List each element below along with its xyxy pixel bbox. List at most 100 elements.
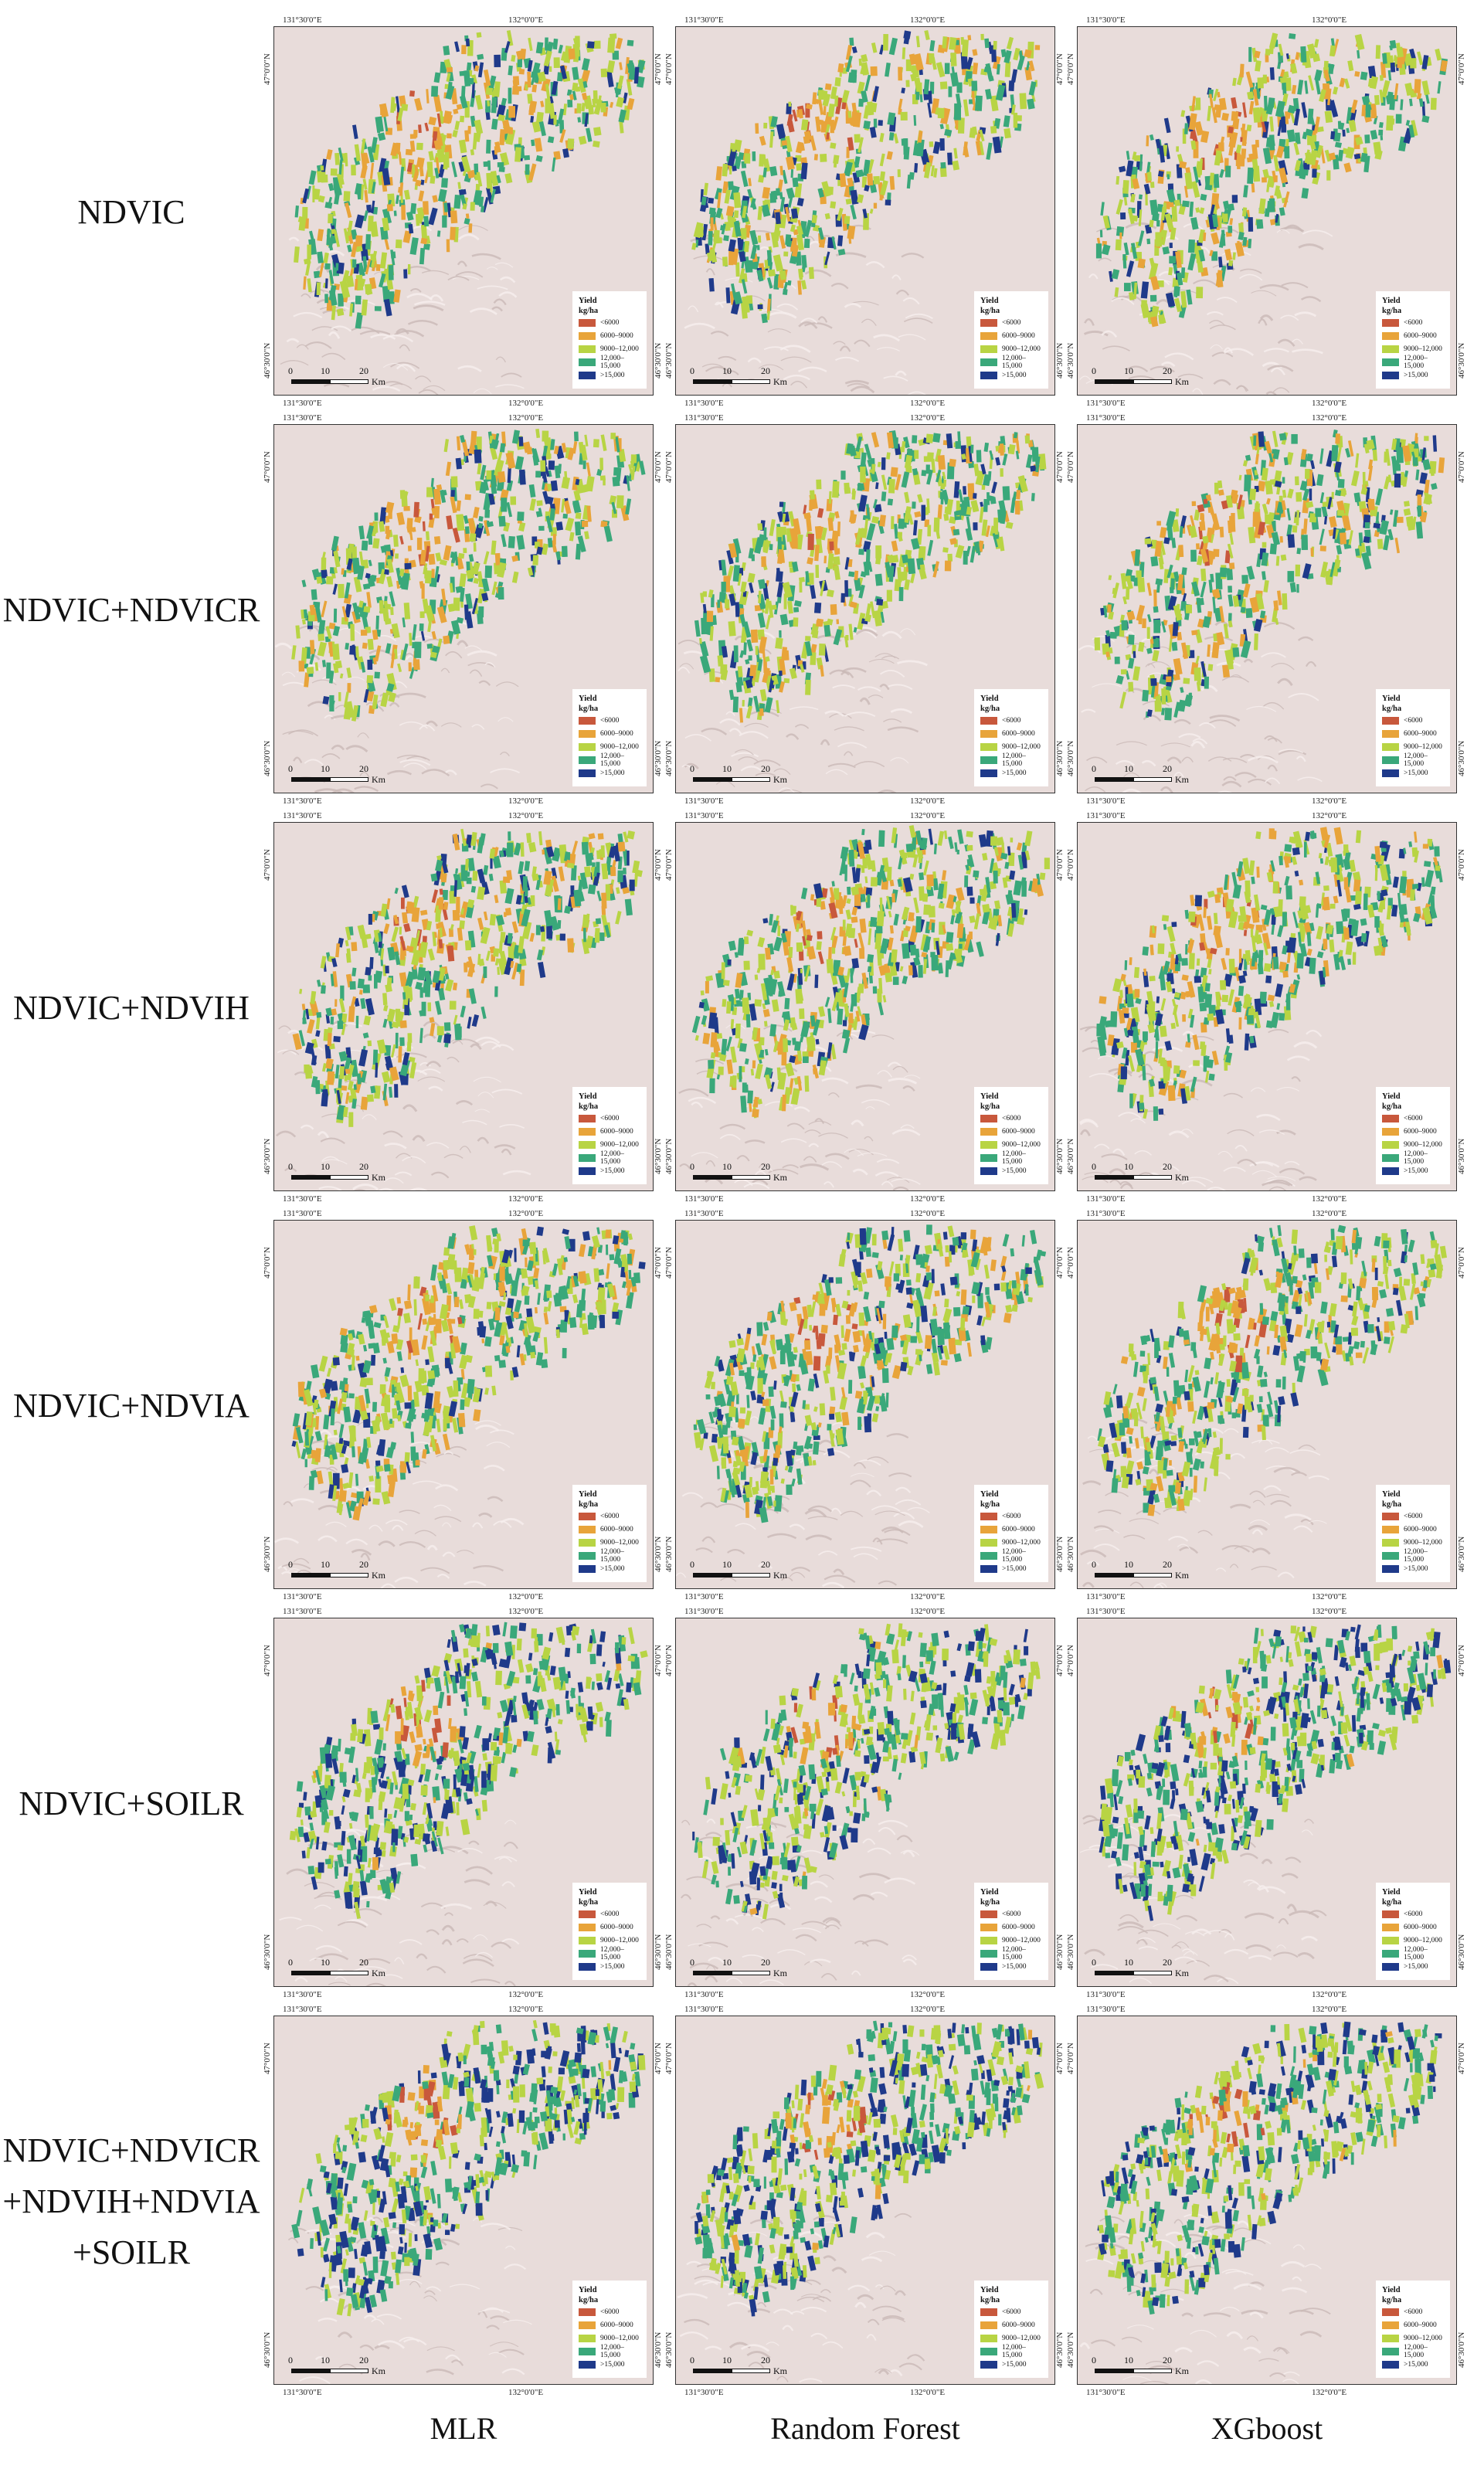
yield-field-patch — [951, 909, 956, 918]
yield-field-patch — [507, 467, 511, 484]
yield-field-patch — [483, 69, 491, 87]
legend-item: 12,000–15,000 — [579, 1150, 642, 1166]
terrain-ridge — [701, 728, 728, 735]
yield-field-patch — [766, 311, 770, 321]
yield-field-patch — [486, 470, 492, 480]
terrain-ridge — [804, 269, 832, 277]
legend-swatch — [1382, 371, 1399, 379]
yield-field-patch — [1010, 104, 1016, 115]
legend-label: >15,000 — [1404, 371, 1428, 379]
yield-field-patch — [1013, 432, 1018, 439]
map-panel-r2-c2: 131°30'0"E 132°0'0"E 131°30'0"E 132°0'0"E 47… — [664, 413, 1066, 807]
yield-field-patch — [572, 82, 579, 91]
yield-field-patch — [775, 637, 783, 650]
yield-field-patch — [1127, 208, 1135, 225]
yield-field-patch — [759, 135, 766, 146]
yield-field-patch — [524, 155, 531, 161]
yield-field-patch — [979, 141, 985, 156]
terrain-ridge — [419, 1068, 441, 1075]
yield-field-patch — [573, 490, 581, 501]
yield-field-patch — [912, 520, 918, 536]
yield-field-patch — [586, 41, 595, 49]
yield-field-patch — [811, 214, 818, 224]
terrain-ridge — [494, 1144, 516, 1150]
terrain-ridge — [407, 320, 438, 326]
yield-field-patch — [465, 213, 470, 219]
yield-field-patch — [618, 109, 627, 123]
yield-field-patch — [403, 505, 410, 511]
yield-field-patch — [355, 214, 365, 229]
yield-field-patch — [739, 650, 745, 658]
yield-field-patch — [619, 62, 623, 70]
yield-field-patch — [346, 1064, 355, 1081]
yield-field-patch — [762, 1003, 766, 1010]
yield-field-patch — [1146, 135, 1150, 147]
yield-field-patch — [384, 569, 390, 576]
yield-field-patch — [950, 53, 957, 66]
terrain-ridge — [850, 385, 875, 394]
yield-field-patch — [359, 278, 366, 287]
yield-field-patch — [537, 961, 546, 978]
terrain-basemap — [1079, 32, 1448, 395]
yield-field-patch — [847, 137, 854, 151]
yield-field-patch — [436, 230, 441, 237]
yield-field-patch — [494, 552, 501, 565]
terrain-ridge — [1222, 757, 1248, 763]
yield-field-patch — [1166, 676, 1172, 683]
yield-field-patch — [1211, 251, 1218, 261]
yield-field-patch — [391, 1021, 399, 1028]
yield-field-patch — [1179, 526, 1183, 538]
yield-field-patch — [390, 142, 399, 157]
yield-field-patch — [722, 163, 728, 177]
yield-field-patch — [511, 921, 519, 933]
yield-field-patch — [935, 448, 942, 463]
terrain-basemap — [274, 428, 646, 793]
yield-field-patch — [1095, 243, 1102, 259]
yield-field-patch — [782, 169, 788, 185]
yield-field-patch — [1153, 683, 1159, 698]
yield-field-patch — [847, 229, 852, 244]
yield-field-patch — [976, 450, 982, 463]
terrain-ridge — [282, 1050, 300, 1055]
terrain-ridge — [725, 711, 735, 717]
yield-field-patch — [622, 887, 630, 895]
yield-field-patch — [787, 280, 792, 286]
yield-field-patch — [715, 207, 723, 219]
yield-field-patch — [1198, 249, 1206, 262]
yield-field-patch — [379, 521, 385, 532]
yield-field-patch — [530, 116, 535, 123]
yield-field-patch — [434, 168, 440, 178]
yield-field-patch — [1243, 185, 1248, 198]
yield-field-patch — [1315, 508, 1322, 518]
yield-field-patch — [954, 103, 961, 121]
yield-field-patch — [1228, 131, 1238, 148]
yield-field-patch — [855, 528, 863, 545]
yield-field-patch — [465, 38, 470, 47]
yield-field-patch — [511, 86, 520, 95]
yield-field-patch — [768, 269, 776, 277]
terrain-ridge — [467, 650, 497, 657]
yield-field-patch — [1155, 232, 1163, 247]
yield-field-patch — [1336, 555, 1340, 569]
lat-label-bottom-right: 46°30'0"N — [1055, 1138, 1065, 1174]
yield-field-patch — [426, 161, 433, 178]
yield-field-patch — [1137, 641, 1145, 652]
yield-field-patch — [1140, 281, 1150, 299]
terrain-ridge — [759, 1166, 773, 1172]
yield-field-patch — [1120, 212, 1126, 220]
yield-field-patch — [504, 957, 514, 976]
map-panel-r1-c2: 131°30'0"E 132°0'0"E 131°30'0"E 132°0'0"E 47… — [664, 15, 1066, 409]
terrain-ridge — [1210, 344, 1223, 350]
terrain-ridge — [1292, 348, 1323, 355]
yield-field-patch — [501, 534, 507, 548]
yield-field-patch — [1421, 80, 1430, 96]
yield-field-patch — [830, 604, 837, 615]
yield-field-patch — [817, 90, 824, 100]
yield-field-patch — [477, 588, 484, 604]
yield-field-patch — [699, 637, 702, 644]
yield-field-patch — [1248, 238, 1252, 249]
terrain-ridge — [844, 1148, 864, 1156]
yield-field-patch — [1219, 606, 1225, 623]
terrain-ridge — [1265, 391, 1277, 395]
terrain-ridge — [881, 655, 900, 660]
